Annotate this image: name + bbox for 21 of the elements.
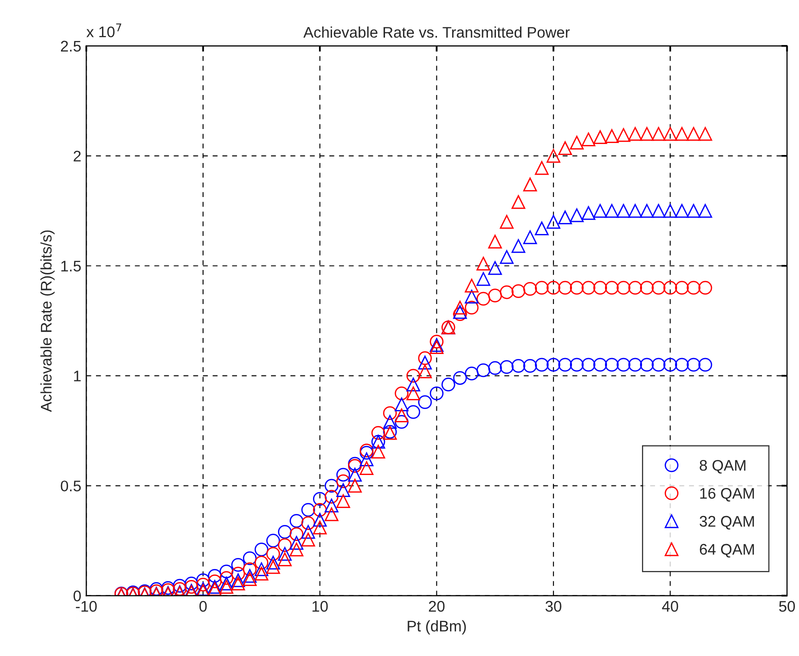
y-axis-title: Achievable Rate (R)(bits/s) [40,230,55,412]
x-tick-label: 50 [779,600,795,612]
x-axis-title: Pt (dBm) [408,620,466,635]
text: x 10$^{7}$ [86,24,122,38]
y-tick-label: 2 [74,150,81,162]
y-tick-label: 0 [74,590,81,602]
x-tick-label: 40 [662,600,678,612]
x-tick-label: 20 [428,600,445,612]
legend-label: 8 QAM [700,460,746,474]
y-tick-label: 2.5 [60,40,81,52]
y-tick-label: 0.5 [60,480,81,492]
legend-label: 32 QAM [700,516,754,530]
x-tick-label: 30 [546,600,562,612]
x-tick-label: -10 [76,600,97,612]
y-tick-label: 1 [74,370,81,382]
chart-title: Achievable Rate vs. Transmitted Power [303,26,570,38]
x-tick-label: 0 [199,600,207,612]
legend-label: 16 QAM [700,488,754,502]
legend-label: 64 QAM [700,544,754,558]
y-tick-label: 1.5 [61,260,81,272]
x-tick-label: 10 [312,600,328,612]
